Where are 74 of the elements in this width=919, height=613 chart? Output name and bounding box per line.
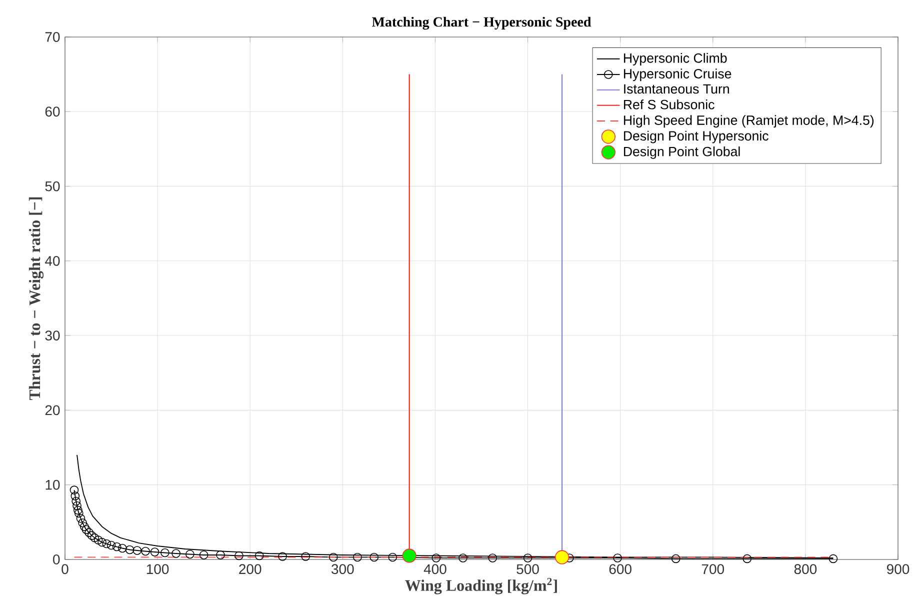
x-tick-label: 600 bbox=[609, 564, 632, 574]
x-tick-label: 500 bbox=[516, 564, 539, 574]
point bbox=[78, 518, 87, 528]
point bbox=[118, 544, 127, 552]
point bbox=[523, 553, 532, 562]
x-tick-label: 0 bbox=[62, 564, 68, 574]
point bbox=[828, 554, 838, 563]
point bbox=[488, 553, 498, 562]
point bbox=[74, 506, 82, 514]
point bbox=[70, 485, 79, 494]
y-tick-label: 60 bbox=[45, 106, 60, 116]
y-tick-label: 20 bbox=[45, 405, 60, 415]
point bbox=[172, 548, 180, 558]
point bbox=[329, 552, 338, 562]
x-tick-label: 100 bbox=[146, 564, 169, 574]
point bbox=[82, 524, 91, 534]
legend-label: Design Point Hypersonic bbox=[624, 130, 768, 144]
y-tick-label: 10 bbox=[46, 480, 60, 490]
point bbox=[216, 550, 225, 560]
x-tick-label: 700 bbox=[702, 564, 724, 574]
point bbox=[70, 491, 80, 500]
point bbox=[278, 552, 287, 561]
point bbox=[432, 553, 441, 562]
point bbox=[150, 547, 160, 556]
point bbox=[186, 550, 194, 558]
y-tick-label: 50 bbox=[45, 181, 60, 192]
x-tick-label: 300 bbox=[332, 564, 354, 574]
x-tick-label: 200 bbox=[239, 564, 262, 574]
point bbox=[301, 552, 310, 561]
legend-label: Istantaneous Turn bbox=[624, 84, 729, 94]
point bbox=[742, 554, 752, 563]
x-axis-title: Wing Loading [kg/m$^{2}$] bbox=[405, 578, 557, 594]
point bbox=[234, 551, 244, 560]
legend-label: High Speed Engine (Ramjet mode, M>4.5) bbox=[624, 114, 874, 128]
point bbox=[102, 539, 112, 548]
point bbox=[353, 552, 362, 562]
point bbox=[125, 545, 134, 554]
point bbox=[80, 522, 89, 531]
point bbox=[132, 546, 142, 555]
point bbox=[74, 508, 84, 518]
point bbox=[671, 554, 680, 563]
legend-label: Hypersonic Cruise bbox=[624, 68, 732, 81]
legend-label: Ref S Subsonic bbox=[624, 99, 714, 110]
point bbox=[141, 546, 150, 556]
x-tick-label: 400 bbox=[424, 564, 446, 574]
legend-label: Design Point Global bbox=[624, 146, 740, 159]
point bbox=[370, 552, 379, 562]
legend-label: Hypersonic Climb bbox=[624, 52, 727, 66]
x-tick-label: 900 bbox=[886, 564, 910, 574]
point bbox=[106, 540, 116, 550]
point bbox=[72, 501, 82, 510]
point bbox=[98, 538, 106, 546]
point bbox=[388, 552, 398, 562]
y-tick-label: 40 bbox=[45, 256, 60, 266]
point bbox=[72, 496, 80, 506]
point bbox=[160, 548, 170, 557]
point bbox=[94, 535, 103, 544]
y-tick-label: 70 bbox=[45, 32, 60, 42]
y-axis-title: Thrust − to − Weight ratio [−] bbox=[28, 197, 44, 400]
chart-title: Matching Chart − Hypersonic Speed bbox=[372, 16, 592, 30]
y-tick-label: 0 bbox=[53, 554, 60, 564]
y-tick-label: 30 bbox=[45, 330, 60, 340]
point bbox=[402, 548, 416, 563]
point bbox=[254, 551, 264, 560]
point bbox=[87, 530, 96, 540]
x-tick-label: 800 bbox=[794, 564, 817, 574]
point bbox=[84, 528, 94, 537]
point bbox=[613, 553, 622, 562]
point bbox=[90, 533, 99, 542]
point bbox=[199, 550, 208, 560]
point bbox=[112, 542, 122, 551]
point bbox=[458, 553, 468, 562]
point bbox=[76, 514, 86, 523]
point bbox=[554, 550, 570, 564]
